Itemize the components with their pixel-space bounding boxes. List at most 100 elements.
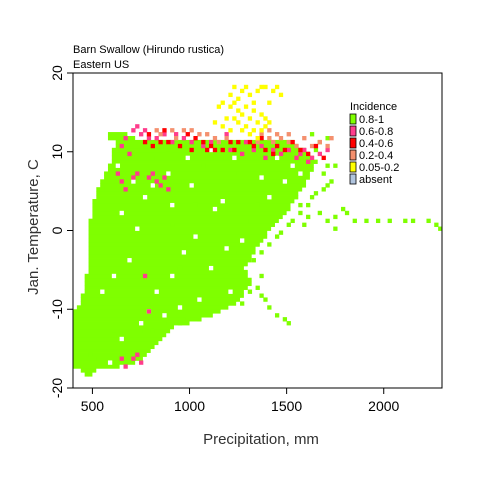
- heatmap-cell-0.2-0.4: [278, 136, 284, 141]
- heatmap-gap: [189, 183, 194, 188]
- heatmap-row-0.8-1: [96, 195, 299, 200]
- heatmap-cell-0.8-1: [247, 155, 253, 161]
- heatmap-cell-0.4-0.6: [282, 147, 288, 153]
- heatmap-row-0.8-1: [73, 356, 143, 361]
- heatmap-cell-0.8-1: [240, 301, 245, 306]
- heatmap-cell-0.6-0.8: [158, 183, 163, 188]
- heatmap-cell-0.8-1: [267, 242, 272, 247]
- heatmap-gap: [111, 273, 117, 279]
- heatmap-cell-0.4-0.6: [313, 143, 319, 149]
- heatmap-cell-0.4-0.6: [232, 147, 237, 153]
- heatmap-cell-0.2-0.4: [173, 136, 179, 141]
- heatmap-cell-0.2-0.4: [309, 143, 315, 149]
- heatmap-cell-0.6-0.8: [127, 151, 132, 157]
- heatmap-cell-0.6-0.8: [189, 139, 194, 145]
- heatmap-gap: [96, 372, 101, 377]
- heatmap-gap: [127, 258, 132, 263]
- heatmap-gap: [119, 210, 124, 216]
- heatmap-cell-0.4-0.6: [298, 147, 303, 153]
- heatmap-cell-0.8-1: [236, 293, 241, 298]
- heatmap-gap: [193, 234, 198, 239]
- heatmap-cell-0.8-1: [131, 348, 136, 353]
- heatmap-cell-0.8-1: [298, 202, 303, 208]
- heatmap-cell-0.6-0.8: [170, 139, 175, 145]
- heatmap-row-0.8-1: [100, 179, 307, 184]
- heatmap-cell-0.05-0.2: [243, 84, 249, 90]
- heatmap-gap: [100, 289, 105, 294]
- heatmap-row-0.8-1: [84, 289, 244, 294]
- heatmap-row-0.8-1: [107, 163, 314, 168]
- heatmap-cell-0.6-0.8: [150, 171, 155, 176]
- heatmap-row-0.8-1: [88, 246, 256, 251]
- heatmap-cell-0.8-1: [306, 214, 311, 220]
- heatmap-cell-0.4-0.6: [271, 151, 276, 157]
- heatmap-cell-0.8-1: [197, 317, 202, 322]
- heatmap-cell-0.6-0.8: [325, 147, 330, 153]
- heatmap-cell-0.6-0.8: [240, 151, 245, 157]
- heatmap-cell-0.8-1: [333, 163, 338, 168]
- heatmap-cell-0.05-0.2: [220, 100, 225, 105]
- heatmap-cell-0.8-1: [131, 155, 136, 161]
- heatmap-cell-0.6-0.8: [135, 124, 140, 129]
- heatmap-cell-0.05-0.2: [263, 124, 268, 129]
- y-tick-label: -10: [49, 299, 65, 319]
- heatmap-cell-0.8-1: [286, 321, 291, 326]
- heatmap-cell-0.8-1: [205, 289, 210, 294]
- heatmap-cell-0.6-0.8: [302, 147, 307, 153]
- heatmap-row-0.8-1: [73, 352, 147, 357]
- heatmap-cell-0.05-0.2: [212, 120, 218, 125]
- heatmap-gap: [208, 265, 214, 271]
- heatmap-row-0.8-1: [73, 321, 190, 326]
- heatmap-cell-0.8-1: [166, 250, 171, 255]
- heatmap-cell-0.8-1: [259, 293, 264, 298]
- heatmap-cell-0.6-0.8: [119, 356, 124, 361]
- heatmap-cell-0.05-0.2: [271, 88, 276, 94]
- heatmap-cell-0.05-0.2: [236, 108, 241, 113]
- heatmap-row-0.8-1: [73, 317, 202, 322]
- heatmap-cell-0.8-1: [426, 218, 431, 224]
- heatmap-cell-0.8-1: [321, 187, 326, 192]
- heatmap-cell-0.8-1: [76, 325, 82, 330]
- heatmap-row-0.8-1: [80, 297, 241, 302]
- heatmap-cell-0.6-0.8: [162, 175, 167, 180]
- legend-swatch: [349, 137, 357, 149]
- heatmap-gap: [119, 336, 124, 342]
- heatmap-cell-0.8-1: [313, 147, 319, 153]
- heatmap-cell-0.4-0.6: [228, 139, 233, 145]
- heatmap-cell-0.6-0.8: [166, 187, 171, 192]
- heatmap-cell-0.05-0.2: [236, 96, 241, 101]
- heatmap-cell-0.6-0.8: [146, 136, 152, 141]
- heatmap-cell-0.8-1: [170, 222, 175, 227]
- heatmap-row-0.8-1: [88, 230, 268, 235]
- heatmap-cell-0.8-1: [410, 218, 416, 224]
- heatmap-cell-0.4-0.6: [220, 147, 225, 153]
- heatmap-cell-0.8-1: [243, 218, 249, 224]
- heatmap-cell-0.8-1: [364, 218, 369, 224]
- heatmap-cell-0.8-1: [333, 214, 338, 220]
- heatmap-cell-0.8-1: [201, 163, 206, 168]
- heatmap-cell-0.2-0.4: [259, 132, 264, 137]
- heatmap-cell-0.8-1: [111, 332, 117, 338]
- chart-subtitle: Eastern US: [73, 59, 129, 71]
- heatmap-cell-0.6-0.8: [123, 136, 128, 141]
- heatmap-row-0.8-1: [84, 273, 248, 279]
- heatmap-cell-0.8-1: [387, 218, 392, 224]
- heatmap-cell-0.05-0.2: [263, 84, 268, 90]
- heatmap-cell-0.8-1: [100, 360, 105, 365]
- heatmap-cell-0.05-0.2: [251, 128, 256, 133]
- heatmap-row-0.8-1: [104, 175, 310, 180]
- heatmap-cell-0.2-0.4: [317, 139, 322, 145]
- heatmap-cell-0.6-0.8: [115, 171, 121, 176]
- heatmap-cell-0.6-0.8: [131, 356, 136, 361]
- heatmap-gap: [135, 226, 140, 231]
- heatmap-gap: [142, 195, 148, 200]
- x-tick-label: 1500: [271, 398, 302, 414]
- heatmap-row-0.8-1: [88, 265, 244, 271]
- heatmap-cell-0.6-0.8: [173, 132, 179, 137]
- heatmap-row-0.8-1: [111, 155, 314, 161]
- heatmap-cell-0.8-1: [352, 218, 357, 224]
- heatmap-cell-0.05-0.2: [247, 132, 253, 137]
- heatmap-cell-0.8-1: [321, 171, 326, 176]
- heatmap-cell-0.05-0.2: [251, 100, 256, 105]
- heatmap-cell-0.8-1: [84, 372, 89, 377]
